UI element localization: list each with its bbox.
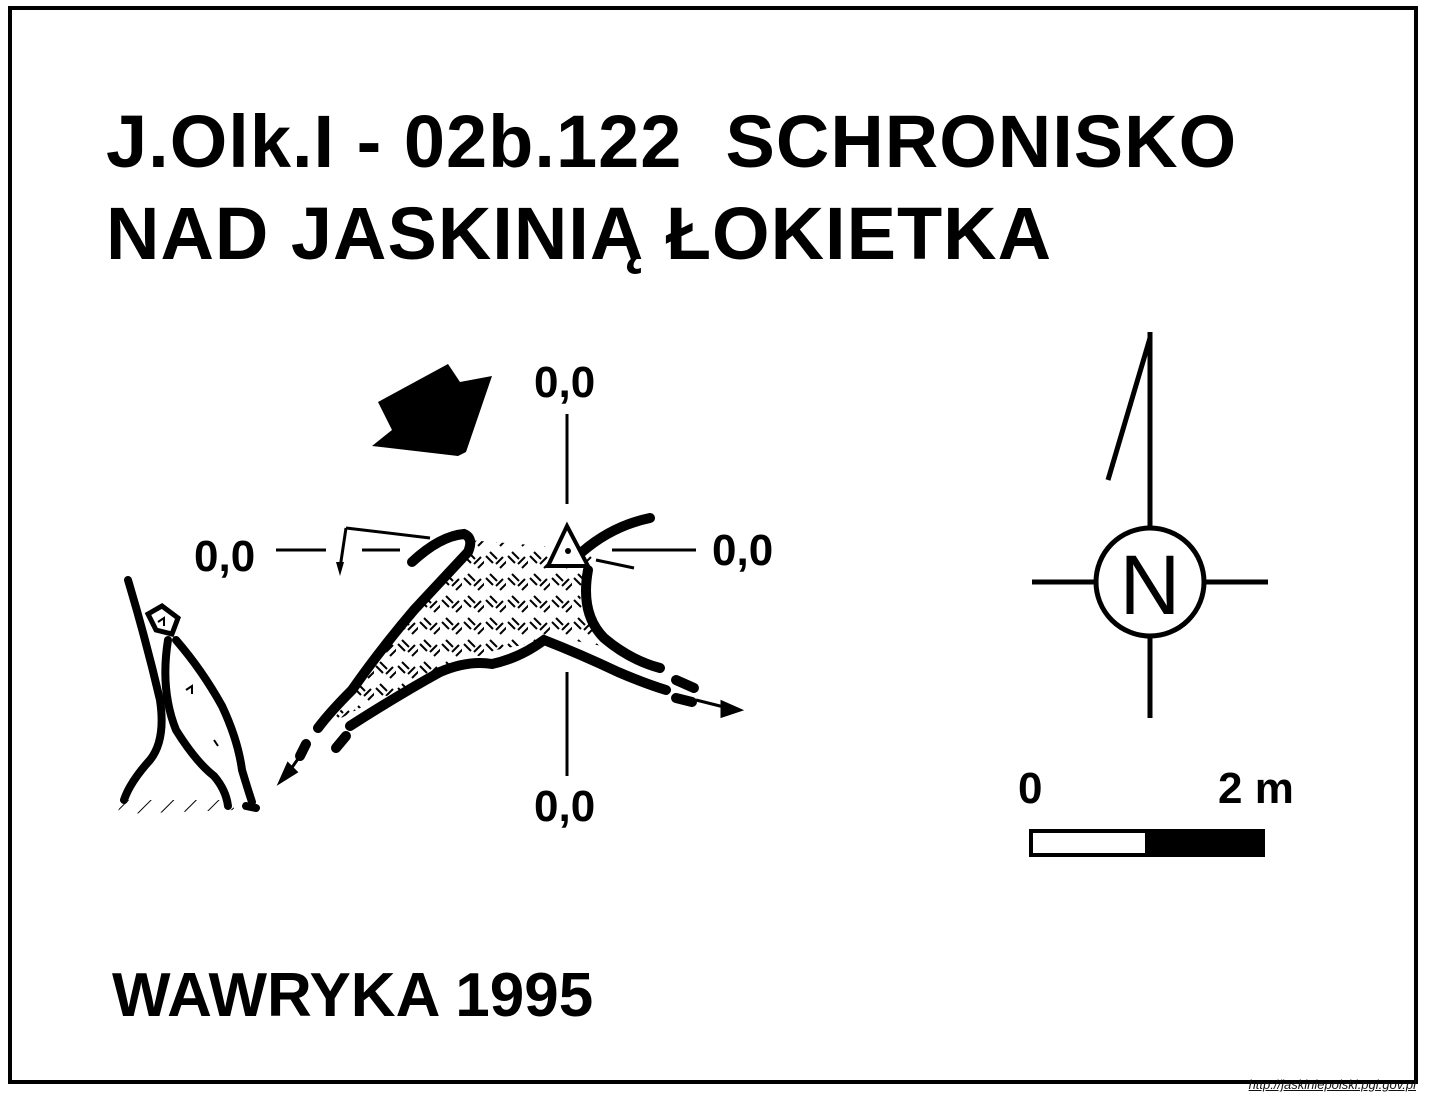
scale-bar-icon (1029, 829, 1265, 857)
map-author: WAWRYKA 1995 (112, 961, 594, 1030)
north-letter: N (1119, 538, 1181, 632)
title-line-1: J.Olk.I - 02b.122 SCHRONISKO (106, 100, 1238, 183)
north-arrow-icon (1032, 332, 1268, 718)
cave-walls (295, 513, 699, 761)
level-label-bottom: 0,0 (534, 782, 596, 831)
level-label-top: 0,0 (534, 358, 596, 407)
rock-profile (118, 576, 260, 814)
survey-station-icon (544, 521, 592, 568)
map-frame (8, 6, 1418, 1084)
section-arrow-icon (336, 562, 344, 576)
cave-floor-hatch (330, 540, 602, 724)
passage-continuation-arrows (276, 698, 745, 786)
source-link[interactable]: http://jaskiniepolski.pgi.gov.pl (1248, 1077, 1416, 1092)
title-line-2: NAD JASKINIĄ ŁOKIETKA (106, 192, 1053, 275)
level-label-left: 0,0 (194, 532, 256, 581)
scale-min-label: 0 (1018, 764, 1043, 813)
map-title: J.Olk.I - 02b.122 SCHRONISKO NAD JASKINI… (106, 96, 1237, 280)
scale-max-label: 2 m (1218, 764, 1294, 813)
level-label-right: 0,0 (712, 526, 774, 575)
section-lines (276, 414, 696, 776)
entrance-arrow-icon (372, 364, 492, 456)
